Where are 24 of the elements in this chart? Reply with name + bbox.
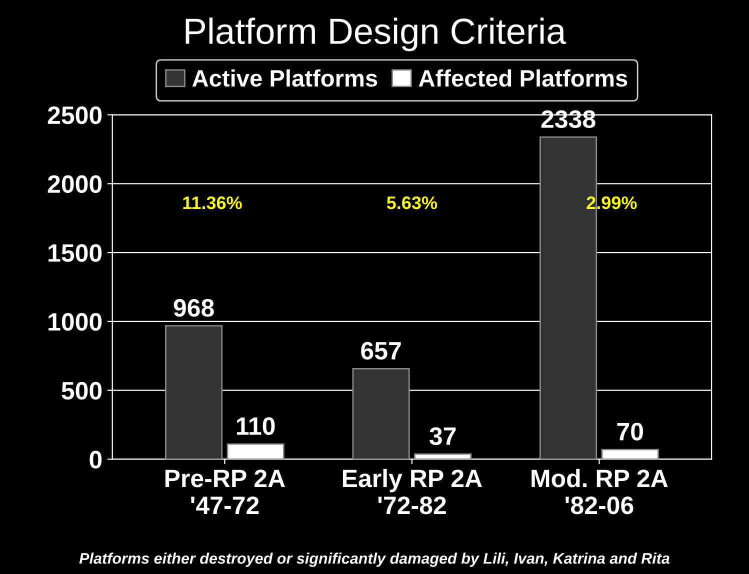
annotation: 11.36%	[183, 196, 242, 210]
legend-label: Affected Platforms	[418, 69, 628, 87]
y-tick-label: 1500	[48, 244, 102, 262]
bar	[165, 325, 223, 460]
y-tick-label: 1000	[48, 313, 102, 331]
annotation: 5.63%	[386, 196, 438, 210]
annotation: 2.99%	[586, 196, 637, 210]
data-label: 968	[174, 299, 214, 317]
y-tick-label: 2500	[48, 106, 102, 124]
y-tick-label: 2000	[48, 175, 102, 193]
chart-title: Platform Design Criteria	[186, 18, 566, 52]
text: Platforms either destroyed or significantly damaged by Lili, Ivan, Katrina and Rita	[79, 552, 670, 567]
bar	[352, 368, 410, 460]
legend-label: Active Platforms	[192, 69, 378, 87]
data-label: 37	[430, 427, 456, 446]
y-tick-label: 0	[90, 450, 102, 469]
x-tick-label: Early RP 2A '72-82	[342, 468, 482, 514]
x-tick-label: Pre-RP 2A '47-72	[165, 470, 285, 514]
data-label: 2338	[541, 110, 596, 128]
data-label: 110	[237, 417, 275, 435]
data-label: 70	[617, 422, 643, 440]
x-tick-label: Mod. RP 2A '82-06	[532, 468, 668, 514]
y-tick-label: 500	[62, 382, 102, 400]
data-label: 657	[361, 342, 401, 360]
